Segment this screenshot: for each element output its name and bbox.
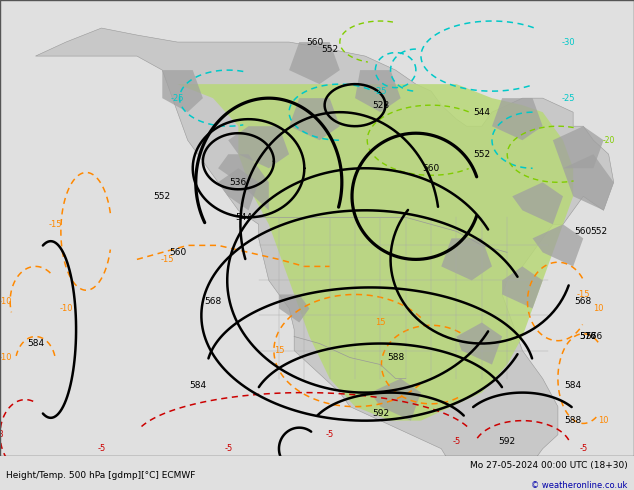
Polygon shape bbox=[441, 238, 492, 280]
Text: -5: -5 bbox=[224, 444, 233, 453]
Polygon shape bbox=[370, 379, 421, 420]
Text: -10: -10 bbox=[0, 297, 12, 306]
Text: -5: -5 bbox=[579, 444, 588, 453]
Text: 576: 576 bbox=[579, 332, 597, 341]
Polygon shape bbox=[502, 267, 543, 309]
Text: 576: 576 bbox=[585, 332, 602, 341]
Text: 15: 15 bbox=[274, 346, 284, 355]
Text: -10: -10 bbox=[59, 304, 73, 313]
Text: 584: 584 bbox=[27, 339, 44, 348]
Text: 560: 560 bbox=[306, 38, 323, 47]
Polygon shape bbox=[533, 224, 583, 267]
Polygon shape bbox=[492, 98, 543, 140]
Text: -5: -5 bbox=[452, 437, 461, 446]
Text: 568: 568 bbox=[574, 297, 592, 306]
Text: 588: 588 bbox=[564, 416, 582, 425]
Polygon shape bbox=[36, 28, 614, 490]
Text: -25: -25 bbox=[171, 94, 184, 102]
Polygon shape bbox=[289, 42, 340, 84]
Text: 544: 544 bbox=[474, 108, 490, 117]
Text: 10: 10 bbox=[598, 416, 609, 425]
Polygon shape bbox=[512, 182, 563, 224]
Text: 592: 592 bbox=[372, 409, 389, 418]
Polygon shape bbox=[228, 126, 289, 168]
Polygon shape bbox=[178, 84, 573, 420]
Text: -30: -30 bbox=[561, 38, 575, 47]
Text: -15: -15 bbox=[49, 220, 63, 229]
Text: 15: 15 bbox=[375, 318, 385, 327]
Polygon shape bbox=[289, 98, 340, 140]
Polygon shape bbox=[162, 70, 203, 112]
Text: 552: 552 bbox=[473, 150, 491, 159]
Text: -5: -5 bbox=[325, 430, 334, 439]
Polygon shape bbox=[279, 294, 309, 322]
Text: -20: -20 bbox=[602, 136, 615, 145]
Text: Height/Temp. 500 hPa [gdmp][°C] ECMWF: Height/Temp. 500 hPa [gdmp][°C] ECMWF bbox=[6, 471, 196, 480]
Text: 560: 560 bbox=[574, 227, 592, 236]
Polygon shape bbox=[218, 168, 259, 210]
Text: 552: 552 bbox=[321, 45, 339, 53]
Text: -25: -25 bbox=[373, 87, 387, 96]
Text: -8: -8 bbox=[0, 430, 4, 439]
Polygon shape bbox=[456, 322, 502, 365]
Text: 588: 588 bbox=[387, 353, 404, 362]
Text: 552: 552 bbox=[153, 192, 171, 201]
Text: 552: 552 bbox=[590, 227, 607, 236]
Text: 568: 568 bbox=[204, 297, 222, 306]
Text: 592: 592 bbox=[498, 437, 516, 446]
Text: 536: 536 bbox=[230, 178, 247, 187]
Text: 584: 584 bbox=[189, 381, 207, 390]
Text: -5: -5 bbox=[97, 444, 106, 453]
Text: 10: 10 bbox=[593, 304, 604, 313]
Polygon shape bbox=[355, 70, 401, 112]
Text: © weatheronline.co.uk: © weatheronline.co.uk bbox=[531, 481, 628, 490]
Text: 528: 528 bbox=[372, 100, 389, 110]
Text: 560: 560 bbox=[422, 164, 440, 173]
Text: -15: -15 bbox=[160, 255, 174, 264]
Polygon shape bbox=[563, 154, 614, 210]
Text: Mo 27-05-2024 00:00 UTC (18+30): Mo 27-05-2024 00:00 UTC (18+30) bbox=[470, 461, 628, 470]
Text: -25: -25 bbox=[561, 94, 575, 102]
Text: -10: -10 bbox=[0, 353, 12, 362]
Text: -15: -15 bbox=[576, 290, 590, 299]
Polygon shape bbox=[553, 126, 604, 168]
Text: 544: 544 bbox=[235, 213, 252, 222]
Polygon shape bbox=[218, 154, 269, 210]
Text: 584: 584 bbox=[564, 381, 582, 390]
Text: 576: 576 bbox=[579, 332, 597, 341]
Text: 560: 560 bbox=[169, 248, 186, 257]
